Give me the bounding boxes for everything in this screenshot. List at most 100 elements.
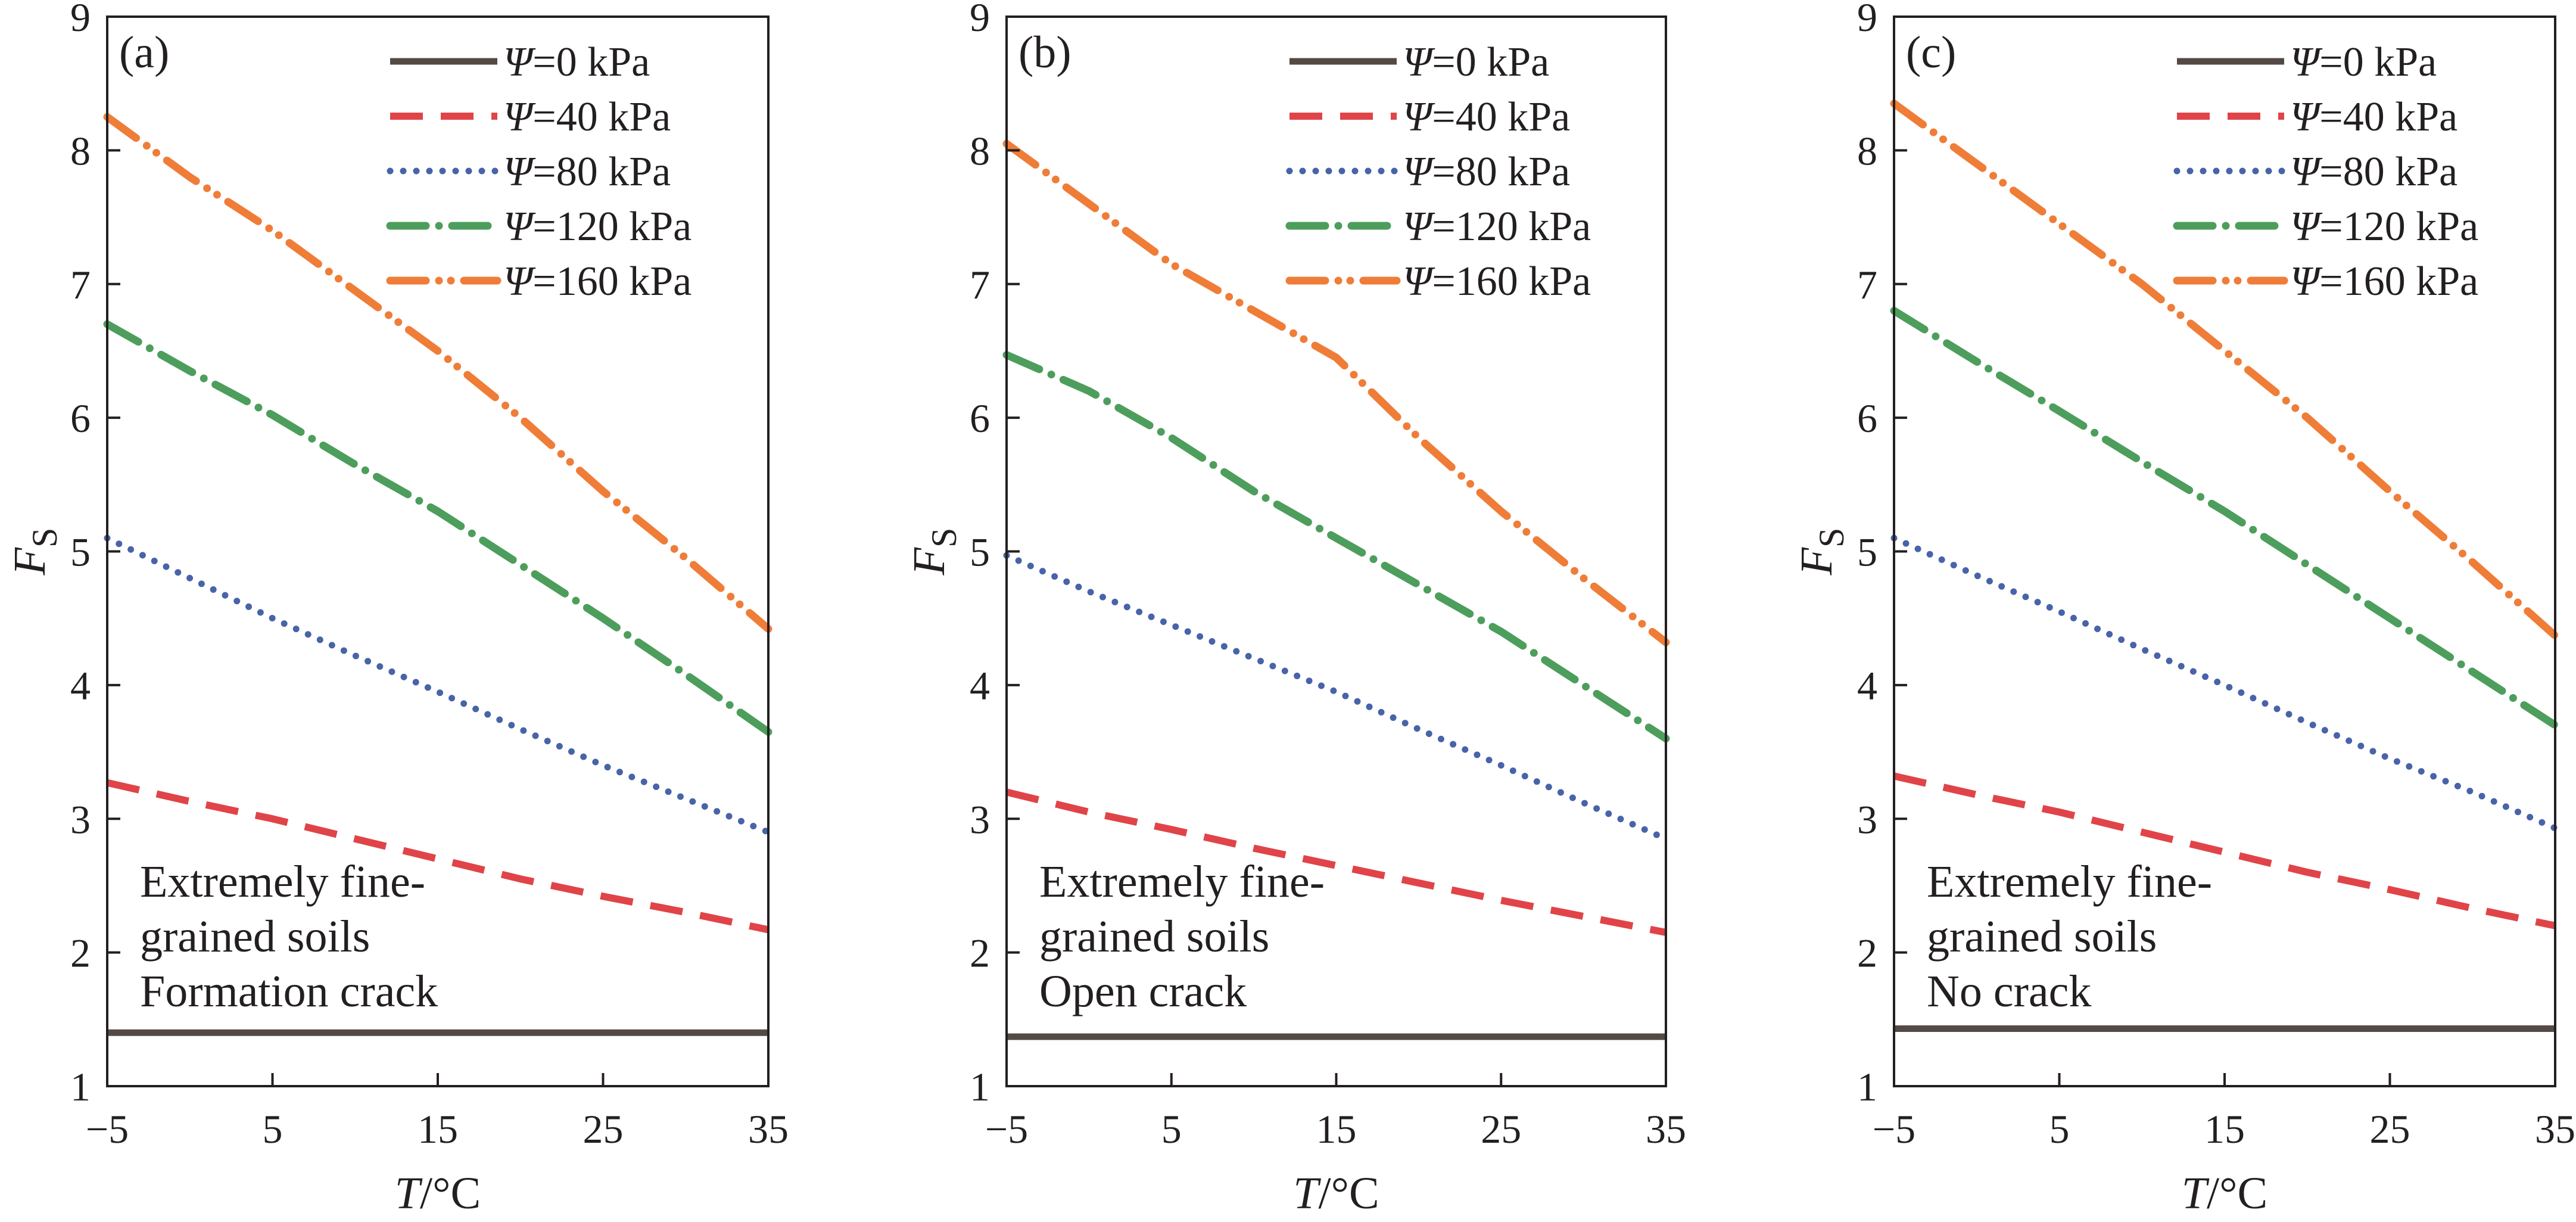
y-tick-label: 9 <box>1857 0 1877 40</box>
y-tick-label: 2 <box>1857 931 1877 976</box>
annotation-line: Formation crack <box>140 966 438 1016</box>
x-tick-label: 5 <box>1161 1106 1182 1152</box>
x-tick-label: 5 <box>263 1106 283 1152</box>
x-axis-title: T/°C <box>1293 1168 1379 1218</box>
legend-label: Ψ=160 kPa <box>1403 259 1591 304</box>
y-tick-label: 8 <box>70 128 91 173</box>
y-tick-label: 3 <box>70 797 91 842</box>
y-tick-label: 6 <box>970 396 990 441</box>
series-line-psi-160 <box>103 113 773 633</box>
annotation-line: No crack <box>1927 966 2091 1016</box>
series-lines <box>1890 99 2559 1032</box>
legend-label: Ψ=120 kPa <box>1403 204 1591 250</box>
legend-label: Ψ=40 kPa <box>2290 94 2457 140</box>
annotation-line: grained soils <box>140 912 370 962</box>
y-tick-label: 1 <box>970 1064 990 1109</box>
series-lines <box>1002 139 1670 1040</box>
x-tick-label: 15 <box>1316 1106 1357 1152</box>
series-line-psi-160 <box>1890 99 2559 640</box>
legend: Ψ=0 kPa Ψ=40 kPa Ψ=80 kPa Ψ=120 kPa Ψ=160 kP… <box>386 39 691 304</box>
y-axis-title: FS <box>904 528 964 576</box>
legend-label: Ψ=120 kPa <box>503 204 691 250</box>
x-tick-label: −5 <box>1873 1106 1915 1152</box>
y-tick-label: 6 <box>1857 396 1877 441</box>
x-tick-label: 35 <box>2535 1106 2575 1152</box>
y-tick-label: 5 <box>1857 530 1877 575</box>
x-tick-label: 25 <box>2370 1106 2410 1152</box>
y-tick-label: 3 <box>1857 797 1877 842</box>
y-tick-label: 3 <box>970 797 990 842</box>
y-tick-label: 5 <box>70 530 91 575</box>
panel-label: (b) <box>1018 27 1071 77</box>
annotation-line: Extremely fine- <box>1927 857 2212 907</box>
panel-label: (a) <box>119 27 169 77</box>
legend-label: Ψ=160 kPa <box>503 259 691 304</box>
series-line-psi-40 <box>106 779 770 934</box>
legend-label: Ψ=120 kPa <box>2290 204 2478 250</box>
y-tick-label: 1 <box>70 1064 91 1109</box>
legend-label: Ψ=80 kPa <box>503 149 671 195</box>
series-line-psi-80 <box>1890 534 2559 832</box>
legend: Ψ=0 kPa Ψ=40 kPa Ψ=80 kPa Ψ=120 kPa Ψ=160 kP… <box>1285 39 1591 304</box>
y-tick-label: 8 <box>1857 128 1877 173</box>
legend-label: Ψ=0 kPa <box>2290 39 2437 85</box>
y-tick-label: 6 <box>70 396 91 441</box>
x-tick-label: −5 <box>985 1106 1028 1152</box>
legend-label: Ψ=80 kPa <box>1403 149 1570 195</box>
x-tick-label: 25 <box>583 1106 624 1152</box>
y-tick-label: 4 <box>1857 663 1877 708</box>
y-tick-label: 9 <box>970 0 990 40</box>
series-line-psi-120 <box>103 320 773 736</box>
y-tick-label: 8 <box>970 128 990 173</box>
x-tick-label: 15 <box>2204 1106 2245 1152</box>
series-line-psi-80 <box>104 534 772 836</box>
annotation-line: Extremely fine- <box>140 857 425 907</box>
y-tick-label: 4 <box>70 663 91 708</box>
legend-label: Ψ=0 kPa <box>1403 39 1549 85</box>
chart-panel-1: 1 2 3 4 5 6 7 8 9 −5 5 15 25 35 T/°C FS (a) Ψ=0 kPa Ψ=40 k… <box>5 0 789 1218</box>
y-axis-title: FS <box>5 528 64 576</box>
y-tick-label: 1 <box>1857 1064 1877 1109</box>
y-tick-label: 9 <box>70 0 91 40</box>
series-line-psi-120 <box>1002 351 1670 743</box>
legend: Ψ=0 kPa Ψ=40 kPa Ψ=80 kPa Ψ=120 kPa Ψ=160 kP… <box>2173 39 2478 304</box>
x-tick-label: 5 <box>2049 1106 2070 1152</box>
panel-label: (c) <box>1906 27 1956 77</box>
y-tick-label: 2 <box>70 931 91 976</box>
y-axis-title: FS <box>1792 528 1851 576</box>
x-axis-title: T/°C <box>395 1168 481 1218</box>
series-line-psi-40 <box>1893 772 2556 929</box>
x-tick-label: 15 <box>418 1106 458 1152</box>
legend-label: Ψ=160 kPa <box>2290 259 2478 304</box>
x-tick-label: −5 <box>86 1106 129 1152</box>
x-tick-label: 25 <box>1481 1106 1521 1152</box>
y-tick-label: 7 <box>70 262 91 307</box>
annotation-line: grained soils <box>1039 912 1269 962</box>
annotation-line: Extremely fine- <box>1039 857 1325 907</box>
y-tick-label: 5 <box>970 530 990 575</box>
series-line-psi-120 <box>1890 307 2559 729</box>
y-tick-label: 7 <box>970 262 990 307</box>
series-lines <box>103 113 773 1036</box>
legend-label: Ψ=40 kPa <box>503 94 671 140</box>
legend-label: Ψ=80 kPa <box>2290 149 2457 195</box>
chart-panel-3: 1 2 3 4 5 6 7 8 9 −5 5 15 25 35 T/°C FS (c) Ψ=0 kPa Ψ=40 k… <box>1792 0 2575 1218</box>
annotation-line: grained soils <box>1927 912 2157 962</box>
y-tick-label: 4 <box>970 663 990 708</box>
chart-panel-2: 1 2 3 4 5 6 7 8 9 −5 5 15 25 35 T/°C FS (b) Ψ=0 kPa Ψ=40 k… <box>904 0 1686 1218</box>
x-tick-label: 35 <box>748 1106 789 1152</box>
x-tick-label: 35 <box>1646 1106 1686 1152</box>
series-line-psi-80 <box>1003 552 1669 842</box>
series-line-psi-40 <box>1005 788 1667 936</box>
y-tick-label: 2 <box>970 931 990 976</box>
series-line-psi-160 <box>1002 139 1670 646</box>
x-axis-title: T/°C <box>2182 1168 2267 1218</box>
y-tick-label: 7 <box>1857 262 1877 307</box>
legend-label: Ψ=0 kPa <box>503 39 650 85</box>
legend-label: Ψ=40 kPa <box>1403 94 1570 140</box>
annotation-line: Open crack <box>1039 966 1247 1016</box>
